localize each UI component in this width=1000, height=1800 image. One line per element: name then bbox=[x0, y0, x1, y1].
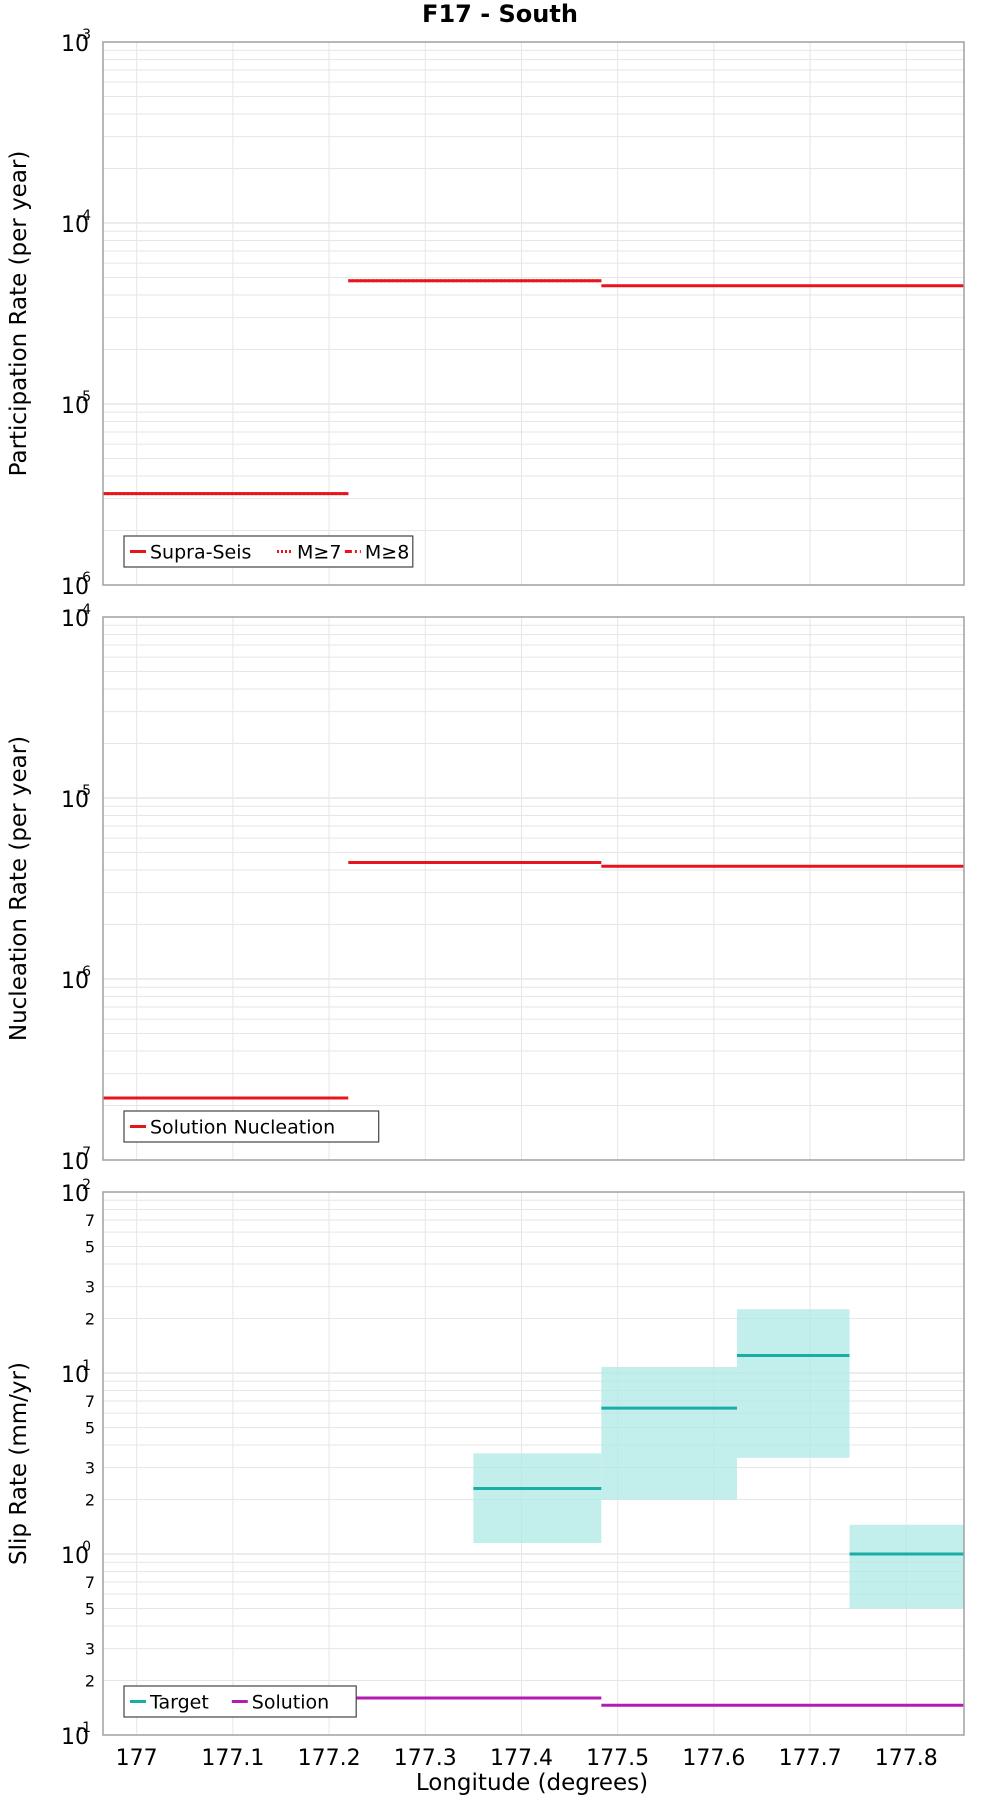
legend-label: M≥8 bbox=[365, 542, 409, 564]
uncertainty-band bbox=[849, 1524, 964, 1609]
y-minor-tick-label: 3 bbox=[85, 1640, 95, 1659]
y-axis-label: Slip Rate (mm/yr) bbox=[6, 1362, 32, 1565]
y-tick-label: 10 bbox=[61, 32, 89, 57]
y-tick-exponent: -6 bbox=[77, 964, 91, 980]
y-minor-tick-label: 5 bbox=[85, 1237, 95, 1256]
uncertainty-band bbox=[736, 1309, 850, 1458]
y-minor-tick-label: 5 bbox=[85, 1599, 95, 1618]
y-tick-label: 10 bbox=[61, 1150, 89, 1175]
y-minor-tick-label: 5 bbox=[85, 1418, 95, 1437]
y-tick-exponent: -7 bbox=[77, 1145, 91, 1161]
x-tick-label: 177.6 bbox=[682, 1746, 745, 1771]
y-tick-label: 10 bbox=[61, 575, 89, 600]
y-tick-exponent: 1 bbox=[82, 1358, 91, 1374]
y-tick-label: 10 bbox=[61, 1544, 89, 1569]
y-minor-tick-label: 3 bbox=[85, 1459, 95, 1478]
y-minor-tick-label: 3 bbox=[85, 1278, 95, 1297]
plot-area-1 bbox=[103, 42, 964, 585]
y-minor-tick-label: 7 bbox=[85, 1392, 95, 1411]
chart-title: F17 - South bbox=[422, 0, 578, 28]
y-tick-exponent: 0 bbox=[82, 1539, 91, 1555]
y-tick-exponent: -5 bbox=[77, 783, 91, 799]
y-tick-exponent: -3 bbox=[77, 27, 91, 43]
y-tick-label: 10 bbox=[61, 969, 89, 994]
legend-box bbox=[123, 535, 414, 568]
plot-frame bbox=[102, 1191, 965, 1736]
x-tick-label: 177.1 bbox=[201, 1746, 264, 1771]
y-tick-label: 10 bbox=[61, 1182, 89, 1207]
legend-label: Solution Nucleation bbox=[150, 1117, 335, 1139]
y-tick-exponent: -4 bbox=[77, 208, 91, 224]
y-tick-exponent: -4 bbox=[77, 602, 91, 618]
y-minor-tick-label: 2 bbox=[85, 1491, 95, 1510]
y-minor-tick-label: 2 bbox=[85, 1310, 95, 1329]
x-tick-label: 177.3 bbox=[394, 1746, 457, 1771]
legend-box bbox=[123, 1110, 380, 1143]
y-tick-label: 10 bbox=[61, 213, 89, 238]
y-tick-label: 10 bbox=[61, 1725, 89, 1750]
x-tick-label: 177.7 bbox=[779, 1746, 842, 1771]
y-tick-exponent: -1 bbox=[77, 1720, 91, 1736]
y-minor-tick-label: 7 bbox=[85, 1211, 95, 1230]
x-tick-label: 177 bbox=[116, 1746, 158, 1771]
x-tick-label: 177.2 bbox=[298, 1746, 361, 1771]
y-tick-exponent: 2 bbox=[82, 1177, 91, 1193]
uncertainty-band bbox=[601, 1366, 737, 1500]
legend-label: M≥7 bbox=[297, 542, 341, 564]
y-minor-tick-label: 7 bbox=[85, 1573, 95, 1592]
uncertainty-band bbox=[473, 1453, 602, 1544]
legend-label: Supra-Seis bbox=[150, 542, 251, 564]
x-axis-label: Longitude (degrees) bbox=[416, 1770, 648, 1796]
y-tick-exponent: -5 bbox=[77, 389, 91, 405]
plot-frame bbox=[102, 41, 965, 586]
y-tick-exponent: -6 bbox=[77, 570, 91, 586]
x-tick-label: 177.5 bbox=[586, 1746, 649, 1771]
y-axis-label: Participation Rate (per year) bbox=[6, 151, 32, 477]
y-tick-label: 10 bbox=[61, 788, 89, 813]
x-tick-label: 177.4 bbox=[490, 1746, 553, 1771]
y-minor-tick-label: 2 bbox=[85, 1672, 95, 1691]
y-tick-label: 10 bbox=[61, 1363, 89, 1388]
legend-label: Solution bbox=[252, 1692, 329, 1714]
x-tick-label: 177.8 bbox=[875, 1746, 938, 1771]
y-tick-label: 10 bbox=[61, 394, 89, 419]
y-tick-label: 10 bbox=[61, 607, 89, 632]
plot-area-2 bbox=[103, 617, 964, 1160]
y-axis-label: Nucleation Rate (per year) bbox=[6, 736, 32, 1041]
plot-frame bbox=[102, 616, 965, 1161]
legend-label: Target bbox=[149, 1692, 209, 1714]
